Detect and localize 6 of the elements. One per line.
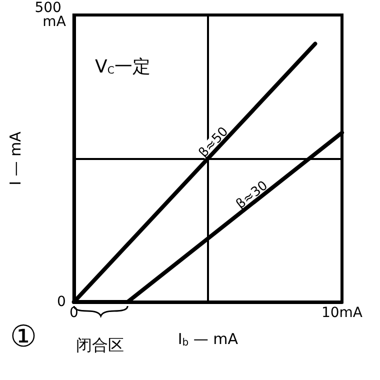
annotation: VC一定 (95, 56, 150, 78)
x-tick-label: 10mA (321, 305, 363, 321)
text: ① (10, 320, 37, 354)
y-axis-title: I — mA (6, 130, 24, 186)
text: 闭合区 (76, 336, 124, 354)
y-tick-label: 500 mA (34, 0, 66, 30)
